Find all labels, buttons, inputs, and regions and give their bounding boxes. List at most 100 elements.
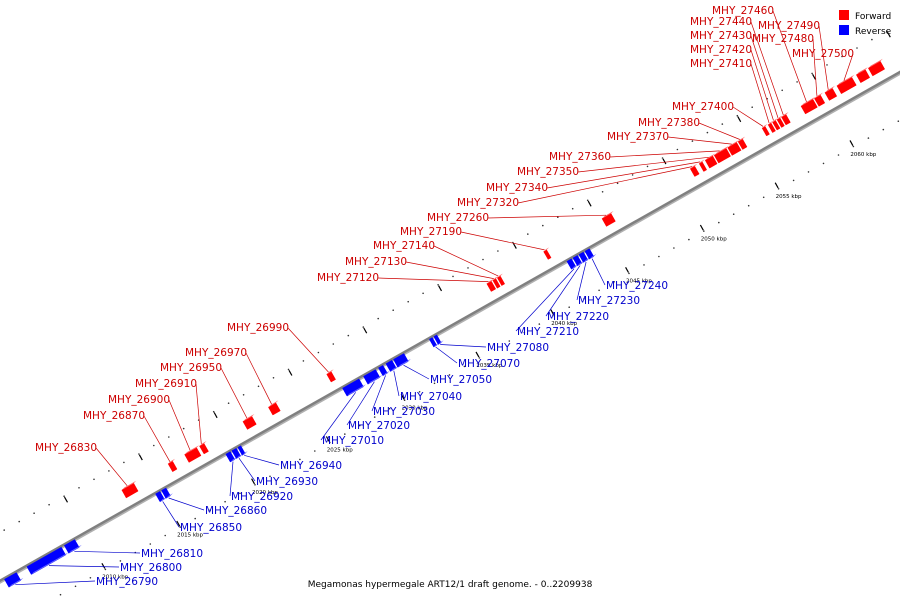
gene-label-mhy_27220: MHY_27220: [547, 311, 609, 323]
leader-line: [750, 63, 770, 124]
scale-dot: [377, 317, 380, 320]
tick-mark: [176, 520, 181, 527]
gene-MHY_26970[interactable]: [268, 402, 281, 416]
tick-mark: [550, 309, 555, 316]
gene-MHY_27190[interactable]: [543, 249, 552, 260]
gene-shade: [438, 340, 444, 345]
gene-shade: [589, 254, 597, 260]
scale-dot: [882, 128, 885, 131]
tick-label: 2040 kbp: [551, 321, 577, 327]
gene-shade: [727, 140, 740, 148]
gene-shade: [583, 257, 591, 263]
gene-label-mhy_27190: MHY_27190: [400, 226, 462, 238]
leader-line: [287, 327, 329, 373]
gene-shade: [543, 247, 550, 252]
scale-dot: [18, 520, 21, 523]
gene-shade: [571, 264, 579, 270]
gene-MHY_27360[interactable]: [713, 148, 731, 164]
gene-MHY_26900[interactable]: [184, 447, 202, 463]
gene-shade: [242, 451, 248, 456]
scale-dot: [643, 264, 645, 266]
gene-label-mhy_27460: MHY_27460: [712, 5, 774, 17]
leader-line: [440, 344, 487, 348]
scale-dot: [358, 424, 361, 427]
scale-dot: [149, 543, 152, 545]
scale-dot: [703, 230, 705, 232]
leader-line: [320, 392, 356, 441]
leader-line: [546, 161, 701, 189]
gene-label-mhy_27260: MHY_27260: [427, 212, 489, 224]
scale-dot: [706, 131, 709, 134]
gene-label-mhy_26990: MHY_26990: [227, 322, 289, 334]
gene-MHY_27400[interactable]: [761, 126, 770, 137]
gene-label-mhy_27020: MHY_27020: [348, 420, 410, 432]
legend-label-forward: Forward: [855, 12, 891, 22]
gene-label-mhy_27080: MHY_27080: [487, 342, 549, 354]
gene-label-mhy_27350: MHY_27350: [517, 166, 579, 178]
gene-label-mhy_27050: MHY_27050: [430, 374, 492, 386]
tick-mark: [475, 351, 480, 358]
gene-unnamed-46[interactable]: [855, 69, 871, 84]
gene-MHY_27490[interactable]: [824, 88, 838, 101]
scale-dot: [422, 292, 424, 295]
leader-line: [162, 501, 180, 528]
leader-line: [393, 370, 400, 397]
leader-line: [15, 580, 96, 586]
leader-line: [460, 231, 545, 251]
gene-shade: [814, 92, 823, 99]
gene-MHY_27030[interactable]: [378, 365, 388, 377]
gene-MHY_27460[interactable]: [800, 98, 818, 115]
gene-shade: [382, 370, 390, 376]
scale-dot: [347, 334, 350, 337]
gene-shade: [486, 278, 494, 284]
tick-mark: [288, 370, 293, 376]
scale-dot: [93, 478, 95, 481]
scale-dot: [886, 30, 888, 32]
gene-shade: [367, 374, 383, 385]
gene-shade: [268, 400, 279, 408]
scale-dot: [822, 162, 825, 165]
gene-label-mhy_27340: MHY_27340: [486, 182, 548, 194]
gene-shade: [801, 96, 816, 107]
scale-dot: [732, 213, 735, 215]
scale-dot: [601, 191, 604, 193]
gene-MHY_27370[interactable]: [727, 142, 742, 156]
scale-dot: [736, 114, 739, 117]
tick-label: 2030 kbp: [402, 406, 428, 412]
gene-shade: [31, 552, 69, 575]
gene-unnamed-47[interactable]: [867, 60, 886, 77]
scale-dots: [3, 30, 900, 596]
tick-mark: [625, 267, 630, 273]
gene-MHY_26830[interactable]: [121, 482, 139, 499]
gene-label-mhy_27140: MHY_27140: [373, 240, 435, 252]
gene-MHY_27340[interactable]: [698, 161, 708, 172]
leader-line: [698, 122, 741, 140]
scale-dot: [616, 182, 619, 185]
scale-dot: [792, 179, 795, 182]
gene-shade: [165, 493, 173, 499]
gene-label-mhy_26950: MHY_26950: [160, 362, 222, 374]
tick-mark: [699, 224, 704, 231]
scale-dot: [344, 433, 346, 435]
gene-shade: [762, 123, 768, 129]
gene-shade: [230, 457, 238, 462]
gene-labels: MHY_26830 MHY_26870 MHY_26900 MHY_26910 MHY_…: [35, 5, 854, 588]
tick-label: 2025 kbp: [327, 448, 353, 454]
gene-shade: [690, 163, 698, 169]
gene-MHY_26950[interactable]: [242, 416, 257, 430]
gene-label-mhy_27040: MHY_27040: [400, 391, 462, 403]
scale-dot: [867, 137, 870, 139]
scale-dot: [78, 487, 80, 489]
gene-shade: [705, 153, 716, 161]
gene-label-mhy_26810: MHY_26810: [141, 548, 203, 560]
scale-dot: [254, 484, 256, 486]
scale-dot: [583, 298, 585, 300]
tick-mark: [737, 116, 742, 123]
tick-mark: [587, 200, 592, 207]
scale-dot: [179, 526, 181, 528]
scale-dot: [781, 89, 783, 92]
scale-dot: [168, 436, 170, 438]
gene-label-mhy_27440: MHY_27440: [690, 16, 752, 28]
gene-shade: [184, 445, 200, 455]
